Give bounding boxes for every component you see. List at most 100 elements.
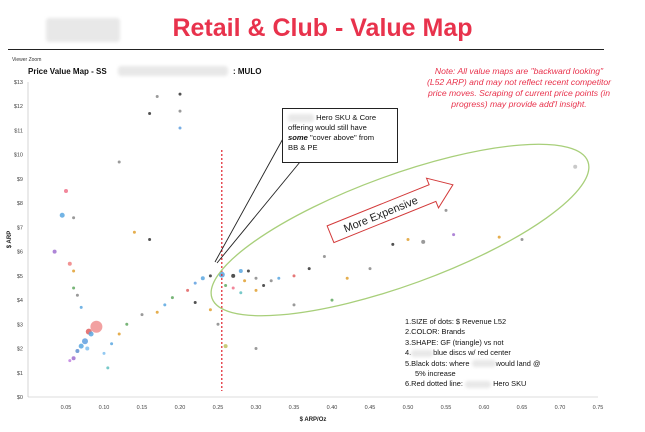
data-point	[88, 331, 94, 337]
data-point	[452, 233, 456, 237]
data-point	[79, 305, 83, 309]
note-line: price moves. Scraping of current price p…	[428, 88, 610, 98]
data-point	[231, 273, 236, 278]
data-point	[102, 351, 106, 355]
callout-pointer	[216, 161, 301, 264]
note-line: (L52 ARP) and may not reflect recent com…	[426, 77, 612, 87]
data-point	[254, 276, 258, 280]
redacted-brand	[411, 349, 434, 357]
x-tick-label: 0.10	[99, 405, 110, 411]
data-point	[59, 212, 65, 218]
data-point	[82, 338, 88, 345]
x-tick-label: 0.25	[213, 405, 224, 411]
data-point	[110, 342, 114, 346]
y-tick-label: $6	[17, 250, 23, 256]
data-point	[254, 288, 258, 292]
data-point	[106, 366, 110, 370]
data-point	[520, 238, 524, 241]
data-point	[292, 274, 296, 278]
x-tick-label: 0.60	[479, 405, 490, 411]
data-point	[72, 286, 76, 290]
data-point	[239, 291, 243, 295]
data-point	[148, 238, 152, 241]
y-tick-label: $9	[17, 177, 23, 183]
x-tick-label: 0.40	[327, 405, 338, 411]
key-item: Hero SKU	[493, 379, 527, 389]
data-point	[224, 284, 228, 288]
data-point	[246, 269, 250, 273]
data-point	[148, 112, 152, 115]
slide-title: Retail & Club - Value Map	[172, 14, 473, 42]
data-point	[421, 239, 426, 244]
data-point	[186, 288, 190, 292]
key-item: 5% increase	[415, 369, 456, 379]
data-point	[216, 322, 220, 326]
data-point	[125, 322, 129, 326]
y-tick-label: $13	[14, 80, 23, 86]
viewer-zoom-label[interactable]: Viewer Zoom	[12, 57, 41, 63]
viewer-zoom-text: Viewer Zoom	[12, 57, 42, 63]
chart-subtitle: : MULO	[233, 67, 262, 76]
note-line: progress) may provide add'l insight.	[451, 99, 587, 109]
data-point	[292, 303, 296, 307]
data-point	[497, 235, 501, 239]
x-tick-label: 0.55	[441, 405, 452, 411]
key-item: would land @	[495, 358, 541, 368]
x-tick-label: 0.45	[365, 405, 376, 411]
data-point	[163, 303, 167, 307]
key-item: blue discs w/ red center	[433, 348, 511, 358]
data-point	[52, 249, 57, 254]
key-item: 2.COLOR: Brands	[405, 327, 465, 337]
x-tick-label: 0.70	[555, 405, 566, 411]
redacted-brand	[471, 360, 496, 368]
data-point	[178, 126, 182, 130]
data-point	[406, 238, 410, 241]
key-prefix: 4.	[405, 348, 412, 358]
data-point	[573, 164, 578, 169]
more-expensive-arrow: More Expensive	[326, 177, 454, 244]
data-point	[262, 284, 266, 288]
x-tick-label: 0.75	[593, 405, 604, 411]
highlight-ellipse	[210, 143, 590, 317]
y-tick-label: $8	[17, 201, 23, 207]
data-point	[345, 276, 349, 280]
data-point	[193, 281, 197, 285]
x-tick-label: 0.20	[175, 405, 186, 411]
data-point	[170, 296, 174, 300]
data-point	[269, 279, 273, 283]
redacted-brand	[465, 380, 491, 388]
data-point	[330, 298, 334, 302]
callout-line: Hero SKU & Core	[316, 113, 377, 122]
data-point	[64, 189, 68, 194]
x-tick-label: 0.65	[517, 405, 528, 411]
data-point	[178, 109, 182, 113]
x-tick-label: 0.35	[289, 405, 300, 411]
chart-key: 1.SIZE of dots: $ Revenue L52 2.COLOR: B…	[405, 317, 540, 390]
callout-emphasis: some	[288, 133, 308, 142]
key-item: 5.Black dots: where	[405, 358, 470, 368]
data-point	[178, 92, 182, 96]
y-tick-label: $5	[17, 274, 23, 280]
data-point	[72, 216, 76, 220]
x-tick-label: 0.05	[61, 405, 72, 411]
data-point	[155, 95, 159, 99]
note-line: Note: All value maps are "backward looki…	[434, 66, 604, 76]
callout-line: offering would still have	[288, 123, 367, 132]
data-point	[208, 274, 212, 278]
data-point	[322, 254, 326, 258]
x-axis-label: $ ARP/Oz	[300, 417, 327, 423]
x-tick-label: 0.30	[251, 405, 262, 411]
redacted-brand	[118, 66, 228, 76]
chart-axes: 0.05 0.10 0.15 0.20 0.25 0.30 0.35 0.40 0.45 0.50…	[7, 80, 603, 423]
y-tick-label: $3	[17, 322, 23, 328]
y-tick-label: $7	[17, 225, 23, 231]
data-point	[155, 310, 159, 314]
y-tick-label: $10	[14, 153, 23, 159]
data-point	[140, 313, 144, 317]
callout-line: BB & PE	[288, 143, 318, 152]
title-divider	[8, 49, 604, 50]
callout-box: Hero SKU & Core offering would still hav…	[282, 108, 398, 163]
key-prefix: 6.Red dotted line:	[405, 379, 463, 389]
x-tick-label: 0.15	[137, 405, 148, 411]
